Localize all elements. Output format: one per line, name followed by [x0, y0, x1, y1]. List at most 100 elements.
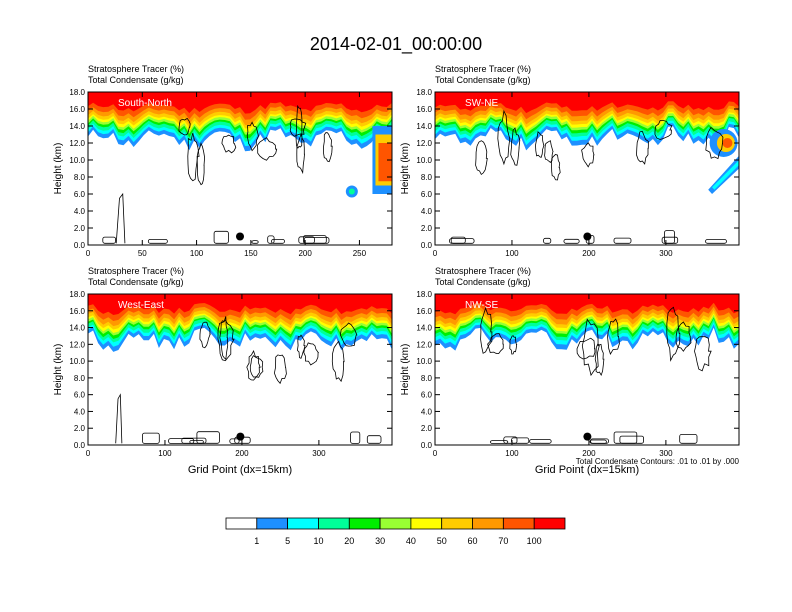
contour-line [366, 435, 382, 444]
section-label: SW-NE [465, 98, 498, 109]
contour-line [296, 334, 306, 359]
y-tick-label: 0.0 [74, 241, 86, 250]
panel-nw-se: 0.0 2.0 4.0 6.0 8.0 10.0 12.0 14.0 16.0 18.0 0 100 2… [400, 266, 740, 476]
contour-line [196, 431, 220, 444]
contour-line [147, 238, 168, 244]
contour-line [544, 140, 554, 163]
y-tick-label: 12.0 [416, 340, 432, 349]
y-tick-label: 12.0 [69, 139, 85, 148]
x-tick-label: 0 [433, 449, 438, 458]
colorbar: 1 5 10 20 30 40 50 60 70 100 [225, 517, 566, 546]
intrusion [378, 143, 392, 182]
x-tick-label: 0 [433, 249, 438, 258]
colorbar-tick-label: 50 [437, 536, 447, 546]
y-tick-label: 2.0 [421, 224, 433, 233]
y-tick-label: 10.0 [69, 156, 85, 165]
contour-line [187, 133, 200, 182]
contour-line [543, 237, 552, 244]
colorbar-swatch [225, 517, 258, 530]
contour-line [213, 230, 229, 244]
contour-note: Total Condensate Contours: .01 to .01 by… [576, 457, 740, 466]
colorbar-tick-label: 1 [254, 536, 259, 546]
plot-frame [87, 91, 393, 246]
y-tick-label: 14.0 [69, 122, 85, 131]
contour-line [581, 318, 600, 377]
y-tick-label: 6.0 [74, 190, 86, 199]
contour-line [607, 318, 620, 355]
y-tick-label: 6.0 [421, 391, 433, 400]
y-tick-label: 2.0 [421, 424, 433, 433]
intrusion [348, 188, 355, 195]
plot-frame [87, 293, 393, 446]
contour-line [705, 239, 727, 244]
contour-line [303, 237, 330, 244]
colorbar-tick-label: 60 [467, 536, 477, 546]
x-tick-label: 200 [582, 449, 596, 458]
contour-line [563, 238, 580, 244]
panel-title-line1: Stratosphere Tracer (%) [435, 64, 531, 74]
location-marker [236, 232, 244, 241]
condensate-contours [115, 316, 382, 444]
panel-south-north: 0.0 2.0 4.0 6.0 8.0 10.0 12.0 14.0 16.0 18.0 0 50 10… [53, 64, 393, 258]
contour-line [296, 132, 305, 175]
contour-line [666, 306, 681, 362]
x-tick-label: 100 [190, 249, 204, 258]
colorbar-swatch [318, 517, 350, 530]
x-tick-label: 200 [582, 249, 596, 258]
panel-title-line2: Total Condensate (g/kg) [88, 277, 184, 287]
figure-title: 2014-02-01_00:00:00 [310, 34, 482, 55]
contour-line [661, 236, 679, 244]
contour-line [178, 117, 191, 136]
y-tick-label: 14.0 [69, 324, 85, 333]
colorbar-tick-label: 10 [313, 536, 323, 546]
colorbar-tick-label: 30 [375, 536, 385, 546]
contour-line [257, 137, 278, 161]
colorbar-swatch [379, 517, 412, 530]
contour-line [535, 130, 545, 158]
contour-line [249, 355, 264, 378]
intrusion [722, 138, 733, 148]
x-tick-label: 300 [659, 249, 673, 258]
y-tick-label: 18.0 [69, 290, 85, 299]
y-tick-label: 2.0 [74, 424, 86, 433]
contour-line [339, 322, 358, 347]
contour-line [487, 333, 504, 355]
contour-line [694, 336, 712, 372]
contour-line [273, 354, 287, 385]
y-tick-label: 10.0 [416, 357, 432, 366]
plot-frame [434, 293, 740, 446]
x-tick-label: 250 [353, 249, 367, 258]
contour-line [509, 335, 518, 355]
intrusion [712, 160, 739, 190]
colorbar-swatch [441, 517, 473, 530]
panel-title-line2: Total Condensate (g/kg) [435, 277, 531, 287]
tracer-field [88, 92, 392, 198]
x-tick-label: 300 [659, 449, 673, 458]
y-tick-label: 4.0 [421, 407, 433, 416]
y-tick-label: 8.0 [74, 173, 86, 182]
contour-line [503, 436, 518, 444]
x-axis-label: Grid Point (dx=15km) [535, 464, 639, 476]
tracer-band [88, 294, 392, 304]
contour-line [350, 431, 361, 444]
contour-line [168, 438, 195, 444]
y-axis-label: Height (km) [400, 344, 411, 396]
location-marker [583, 232, 592, 241]
colorbar-tick-label: 20 [344, 536, 354, 546]
x-tick-label: 0 [86, 249, 91, 258]
y-tick-label: 14.0 [416, 122, 432, 131]
contour-line [199, 321, 211, 349]
contour-line [298, 236, 315, 244]
y-tick-label: 8.0 [421, 173, 433, 182]
panel-west-east: 0.0 2.0 4.0 6.0 8.0 10.0 12.0 14.0 16.0 18.0 0 100 2… [53, 266, 393, 476]
contour-line [675, 321, 692, 352]
contour-line [510, 127, 521, 166]
contour-line [219, 316, 229, 361]
contour-line [267, 235, 275, 244]
panel-title-line1: Stratosphere Tracer (%) [435, 266, 531, 276]
y-tick-label: 4.0 [421, 207, 433, 216]
y-tick-label: 18.0 [416, 88, 432, 97]
y-tick-label: 16.0 [416, 307, 432, 316]
y-tick-label: 4.0 [74, 407, 86, 416]
contour-line [189, 439, 204, 444]
